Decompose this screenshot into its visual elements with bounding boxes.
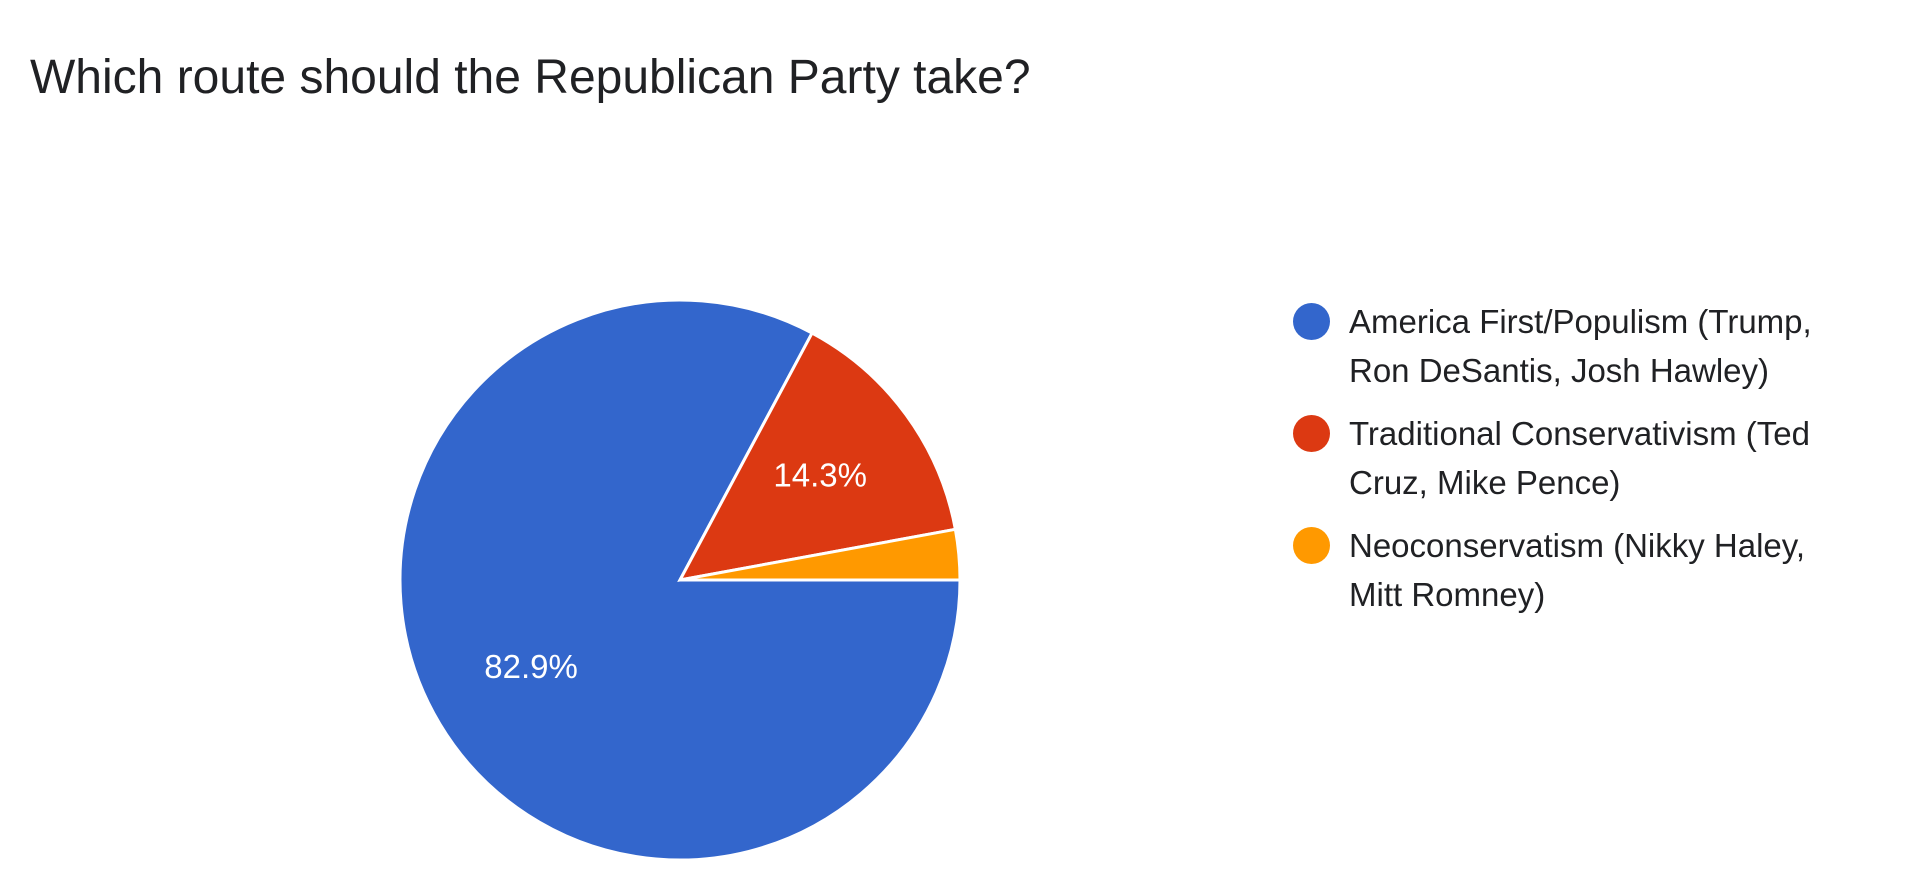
legend-label-traditional-conservativism-line2: Cruz, Mike Pence) (1349, 464, 1621, 501)
pie-slices (398, 298, 962, 862)
legend-item-america-first: America First/Populism (Trump, Ron DeSan… (1293, 297, 1893, 395)
legend-label-neoconservatism-line2: Mitt Romney) (1349, 576, 1546, 613)
legend-label-traditional-conservativism-line1: Traditional Conservativism (Ted (1349, 415, 1810, 452)
pie-slice-neoconservatism (679, 527, 962, 582)
legend-label-neoconservatism-line1: Neoconservatism (Nikky Haley, (1349, 527, 1806, 564)
pie-label-america-first: 82.9% (484, 648, 578, 685)
legend-item-neoconservatism: Neoconservatism (Nikky Haley, Mitt Romne… (1293, 521, 1893, 619)
legend-label-america-first-line1: America First/Populism (Trump, (1349, 303, 1812, 340)
legend-item-traditional-conservativism: Traditional Conservativism (Ted Cruz, Mi… (1293, 409, 1893, 507)
legend-swatch-america-first (1293, 303, 1330, 340)
pie-slice-america-first (398, 298, 962, 862)
legend: America First/Populism (Trump, Ron DeSan… (1293, 297, 1893, 633)
pie-label-traditional-conservativism: 14.3% (773, 456, 867, 493)
legend-swatch-traditional-conservativism (1293, 415, 1330, 452)
legend-label-america-first-line2: Ron DeSantis, Josh Hawley) (1349, 352, 1770, 389)
pie-slice-traditional-conservativism (677, 331, 958, 583)
legend-swatch-neoconservatism (1293, 527, 1330, 564)
pie-labels: 82.9% 14.3% (484, 456, 867, 685)
chart-title: Which route should the Republican Party … (30, 51, 1031, 104)
